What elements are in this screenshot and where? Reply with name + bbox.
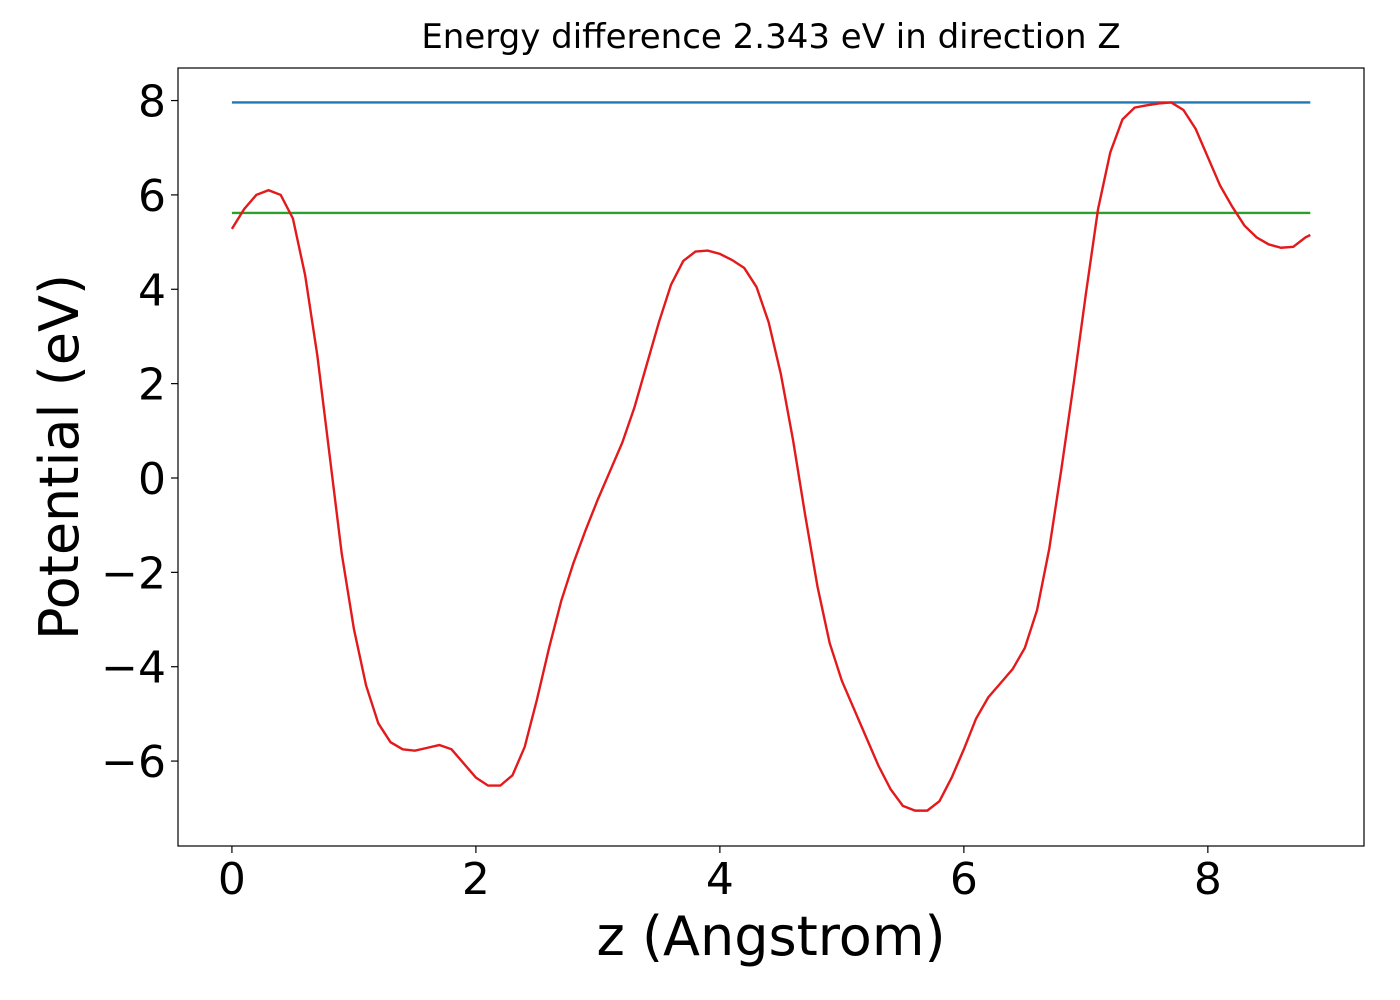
plot-frame: [177, 67, 1365, 847]
x-tick-label: 8: [1194, 854, 1222, 905]
y-tick-label: −6: [101, 737, 166, 788]
x-axis-label: z (Angstrom): [596, 905, 945, 968]
y-tick-label: 0: [138, 454, 166, 505]
x-tick-label: 0: [218, 854, 246, 905]
y-tick-label: 2: [138, 360, 166, 411]
y-axis-label: Potential (eV): [28, 274, 91, 640]
x-tick-label: 6: [950, 854, 978, 905]
y-tick-label: 6: [138, 171, 166, 222]
y-tick-label: −4: [101, 643, 166, 694]
line-series: [230, 101, 1311, 812]
chart-title: Energy difference 2.343 eV in direction …: [421, 17, 1120, 57]
y-tick-label: −2: [101, 548, 166, 599]
y-tick-label: 8: [138, 77, 166, 128]
x-tick-label: 2: [462, 854, 490, 905]
x-tick-label: 4: [706, 854, 734, 905]
y-tick-label: 4: [138, 265, 166, 316]
